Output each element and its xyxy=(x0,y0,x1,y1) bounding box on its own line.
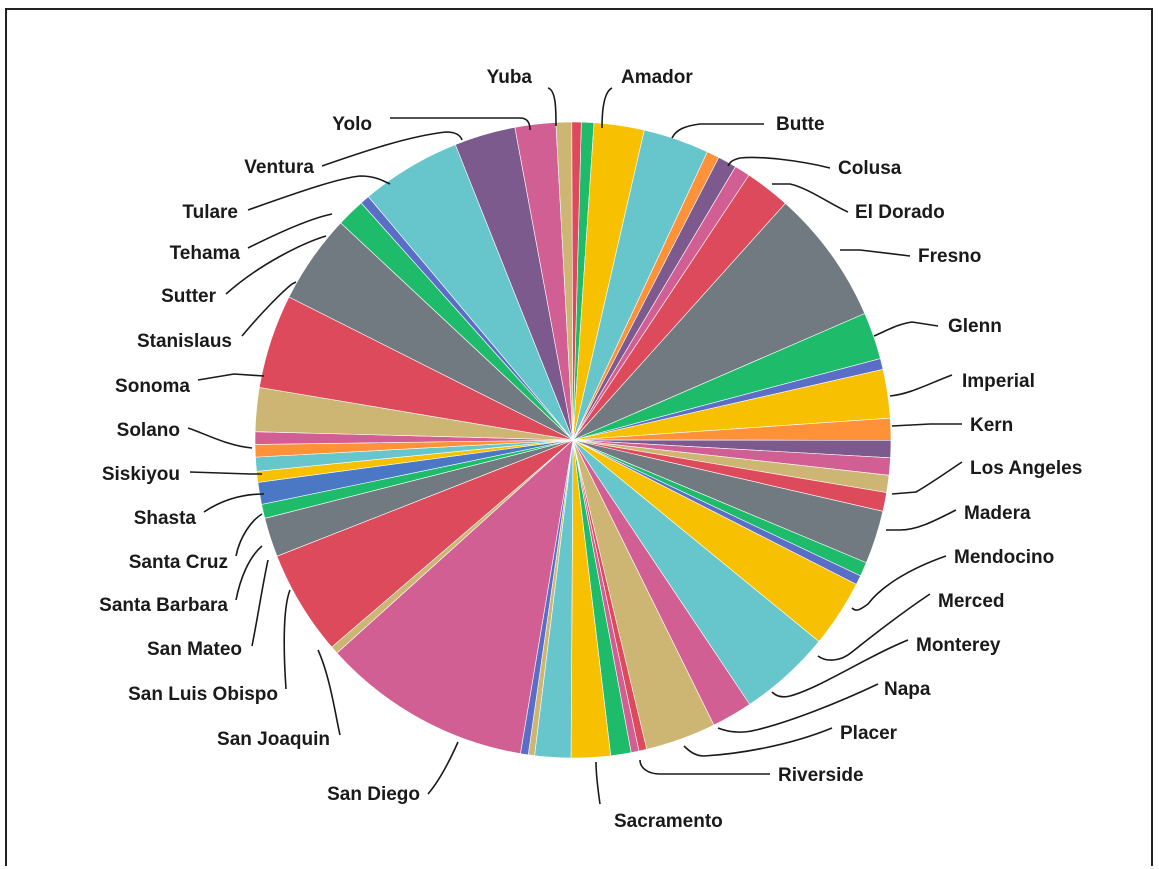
slice-label: Fresno xyxy=(918,246,981,267)
leader-line xyxy=(235,545,263,601)
slice-label: Tulare xyxy=(182,202,238,223)
slice-label: Solano xyxy=(117,420,180,441)
slice-label: El Dorado xyxy=(855,202,945,223)
leader-line xyxy=(321,131,463,167)
pie-slice xyxy=(336,439,574,754)
slice-label: Santa Cruz xyxy=(129,552,228,573)
slice-label: Sacramento xyxy=(614,811,723,832)
leader-line xyxy=(886,509,957,531)
leader-line xyxy=(251,559,269,647)
slice-label: Colusa xyxy=(838,158,902,179)
leader-line xyxy=(247,213,333,249)
pie-slice xyxy=(571,121,582,441)
leader-line xyxy=(547,87,557,127)
slice-label: Yolo xyxy=(332,114,372,135)
leader-line xyxy=(851,555,947,611)
leader-line xyxy=(601,87,613,129)
leader-line xyxy=(891,461,963,495)
slice-label: Amador xyxy=(621,67,693,88)
slice-label: Stanislaus xyxy=(137,331,232,352)
slice-label: Tehama xyxy=(170,243,241,264)
leader-line xyxy=(317,649,341,736)
slice-label: San Luis Obispo xyxy=(128,684,278,705)
slice-label: Madera xyxy=(964,503,1031,524)
slice-label: Butte xyxy=(776,114,825,135)
slice-label: Napa xyxy=(884,679,931,700)
slice-label: Glenn xyxy=(948,316,1002,337)
leader-line xyxy=(247,175,391,211)
leader-line xyxy=(717,683,879,733)
leader-line xyxy=(683,727,833,757)
leader-line xyxy=(873,321,939,337)
leader-line xyxy=(817,593,931,661)
leader-line xyxy=(203,493,265,513)
leader-line xyxy=(427,741,459,795)
pie-slice xyxy=(572,202,866,441)
slice-label: Mendocino xyxy=(954,547,1054,568)
slice-label: Yuba xyxy=(487,67,533,88)
leader-line xyxy=(225,235,327,295)
slice-label: Monterey xyxy=(916,635,1001,656)
slice-label: Merced xyxy=(938,591,1005,612)
slice-label: Shasta xyxy=(134,508,197,529)
slice-label: Los Angeles xyxy=(970,458,1082,479)
leader-line xyxy=(187,427,253,449)
leader-line xyxy=(771,639,909,698)
leader-line xyxy=(891,423,962,427)
leader-line xyxy=(639,759,770,775)
leader-line xyxy=(889,374,953,397)
slice-label: Sutter xyxy=(161,286,217,307)
leader-line xyxy=(772,183,849,213)
slice-label: Siskiyou xyxy=(102,464,180,485)
slice-label: San Joaquin xyxy=(217,729,330,750)
slice-label: Ventura xyxy=(244,157,314,178)
slice-label: Riverside xyxy=(778,765,864,786)
slice-label: San Diego xyxy=(327,784,420,805)
leader-line xyxy=(595,761,601,805)
leader-line xyxy=(390,117,531,131)
slice-label: Kern xyxy=(970,415,1013,436)
leader-line xyxy=(197,373,265,381)
leader-line xyxy=(671,123,764,139)
slice-label: Placer xyxy=(840,723,898,744)
leader-line xyxy=(189,471,262,475)
slice-label: Imperial xyxy=(962,371,1035,392)
leader-line xyxy=(241,281,297,337)
leader-line xyxy=(840,249,911,257)
leader-line xyxy=(235,513,263,557)
leader-line xyxy=(727,156,831,169)
slice-label: Santa Barbara xyxy=(99,595,228,616)
slice-label: Sonoma xyxy=(115,376,190,397)
slice-label: San Mateo xyxy=(147,639,242,660)
leader-line xyxy=(283,589,291,690)
